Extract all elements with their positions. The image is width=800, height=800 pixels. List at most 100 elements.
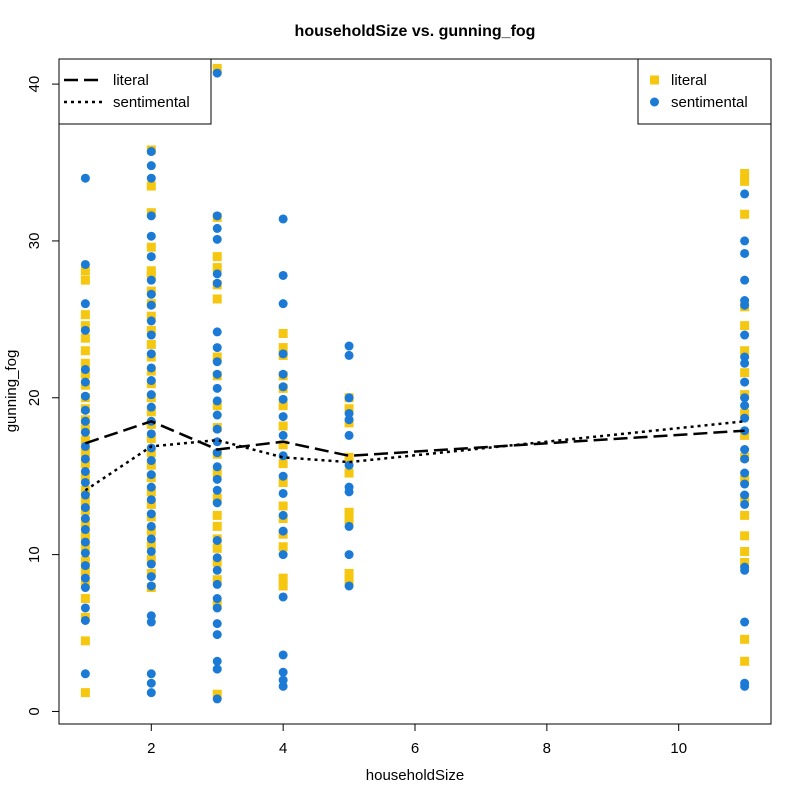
point-sentimental [212,485,222,495]
point-sentimental [80,503,90,513]
trend-lines-layer [84,419,745,492]
point-sentimental [80,391,90,401]
point-sentimental [146,617,156,627]
point-literal [80,310,90,320]
legend-markers: literal sentimental [637,58,772,125]
point-sentimental [80,466,90,476]
point-literal [344,507,354,517]
point-sentimental [212,579,222,589]
point-literal [212,543,222,553]
point-sentimental [740,413,750,423]
point-sentimental [212,553,222,563]
legend-line-label-literal: literal [113,72,149,89]
point-literal [344,404,354,414]
point-sentimental [146,330,156,340]
point-literal [212,401,222,411]
point-literal [80,531,90,541]
point-literal [278,343,288,353]
point-sentimental [80,173,90,183]
point-sentimental [80,514,90,524]
point-sentimental [146,390,156,400]
point-sentimental [278,550,288,560]
point-sentimental [212,424,222,434]
point-literal [212,557,222,567]
point-sentimental [146,572,156,582]
legend-marker-literal [650,75,659,85]
plot-frame [58,58,772,725]
point-sentimental [278,675,288,685]
point-sentimental [212,278,222,288]
point-literal [146,311,156,321]
point-sentimental [212,410,222,420]
point-literal [212,575,222,585]
legend-line-label-sentimental: sentimental [113,94,190,111]
point-literal [278,542,288,552]
point-sentimental [80,573,90,583]
point-literal [212,252,222,262]
point-sentimental [80,477,90,487]
point-sentimental [740,352,750,362]
point-sentimental [212,343,222,353]
point-sentimental [212,357,222,367]
point-sentimental [740,330,750,340]
trend-line-sentimental [84,420,745,492]
point-sentimental [146,231,156,241]
legend-marker-label-literal: literal [671,72,707,89]
point-literal [740,531,750,541]
point-sentimental [344,393,354,403]
point-literal [80,321,90,331]
point-sentimental [80,416,90,426]
point-sentimental [146,470,156,480]
point-sentimental [740,426,750,436]
trend-line-literal [85,419,745,458]
point-sentimental [344,521,354,531]
legend-box-markers [637,58,772,125]
point-sentimental [80,325,90,335]
point-literal [146,554,156,564]
chart-title: householdSize vs. gunning_fog [295,23,536,40]
point-sentimental [80,561,90,571]
point-literal [80,518,90,528]
point-sentimental [146,495,156,505]
point-sentimental [146,429,156,439]
point-sentimental [212,565,222,575]
point-literal [278,501,288,511]
point-sentimental [80,490,90,500]
point-sentimental [278,510,288,520]
point-sentimental [212,383,222,393]
point-sentimental [212,327,222,337]
point-sentimental [344,581,354,591]
point-sentimental [278,214,288,224]
point-sentimental [146,349,156,359]
point-sentimental [146,534,156,544]
point-sentimental [740,358,750,368]
point-literal [80,688,90,698]
point-sentimental [212,664,222,674]
point-literal [344,452,354,462]
point-sentimental [146,376,156,386]
point-literal [740,209,750,219]
point-sentimental [344,430,354,440]
point-sentimental [344,341,354,351]
point-literal [80,567,90,577]
point-sentimental [212,594,222,604]
point-literal [80,556,90,566]
legend-marker-label-sentimental: sentimental [671,94,748,111]
point-literal [80,485,90,495]
point-sentimental [740,248,750,258]
point-literal [740,474,750,484]
point-literal [146,266,156,276]
point-literal [80,266,90,276]
point-sentimental [80,377,90,387]
x-axis-label: householdSize [366,767,464,784]
point-literal [80,496,90,506]
point-sentimental [146,275,156,285]
point-literal [80,346,90,356]
point-sentimental [80,405,90,415]
point-literal [146,460,156,470]
x-tick-label: 2 [147,740,155,757]
point-sentimental [278,650,288,660]
point-literal [146,540,156,550]
point-sentimental [740,678,750,688]
